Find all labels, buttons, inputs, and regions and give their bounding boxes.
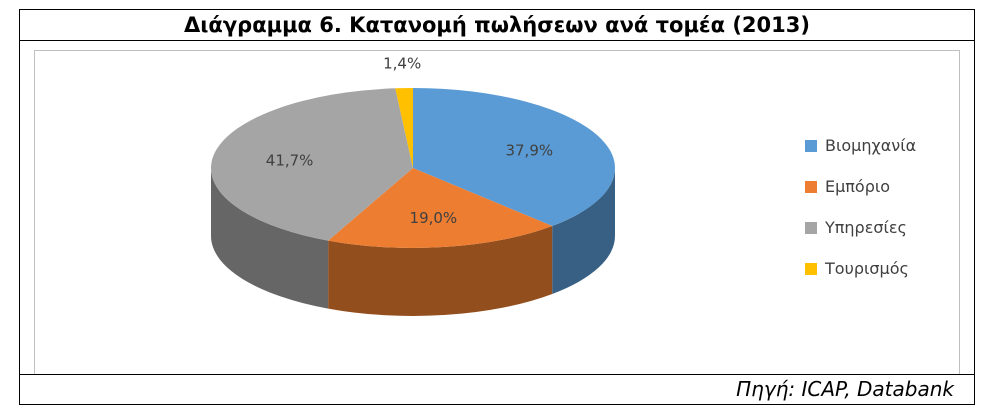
data-label-εμπόριο: 19,0% <box>410 209 458 227</box>
pie-side-εμπόριο <box>328 225 553 316</box>
chart-legend: Βιομηχανία Εμπόριο Υπηρεσίες Τουρισμός <box>805 125 916 289</box>
pie-side-υπηρεσίες <box>211 168 329 309</box>
legend-swatch <box>805 139 817 152</box>
legend-swatch <box>805 221 817 234</box>
legend-item-εμπόριο: Εμπόριο <box>805 166 916 207</box>
pie-slice-υπηρεσίες <box>211 88 413 241</box>
legend-item-υπηρεσίες: Υπηρεσίες <box>805 207 916 248</box>
pie-slice-βιομηχανία <box>413 88 615 226</box>
source-note: Πηγή: ICAP, Databank <box>20 374 974 404</box>
legend-item-βιομηχανία: Βιομηχανία <box>805 125 916 166</box>
chart-title: Διάγραμμα 6. Κατανομή πωλήσεων ανά τομέα… <box>20 10 974 41</box>
legend-item-τουρισμός: Τουρισμός <box>805 248 916 289</box>
pie-side-βιομηχανία <box>552 168 615 294</box>
legend-label: Βιομηχανία <box>825 136 917 155</box>
legend-label: Υπηρεσίες <box>825 218 907 237</box>
legend-label: Τουρισμός <box>825 259 909 278</box>
legend-swatch <box>805 180 817 193</box>
data-label-τουρισμός: 1,4% <box>383 54 421 72</box>
legend-label: Εμπόριο <box>825 177 891 196</box>
pie-slice-τουρισμός <box>395 88 413 168</box>
data-label-βιομηχανία: 37,9% <box>505 142 553 160</box>
legend-swatch <box>805 262 817 275</box>
pie-slice-εμπόριο <box>328 168 553 249</box>
data-label-υπηρεσίες: 41,7% <box>266 151 314 169</box>
